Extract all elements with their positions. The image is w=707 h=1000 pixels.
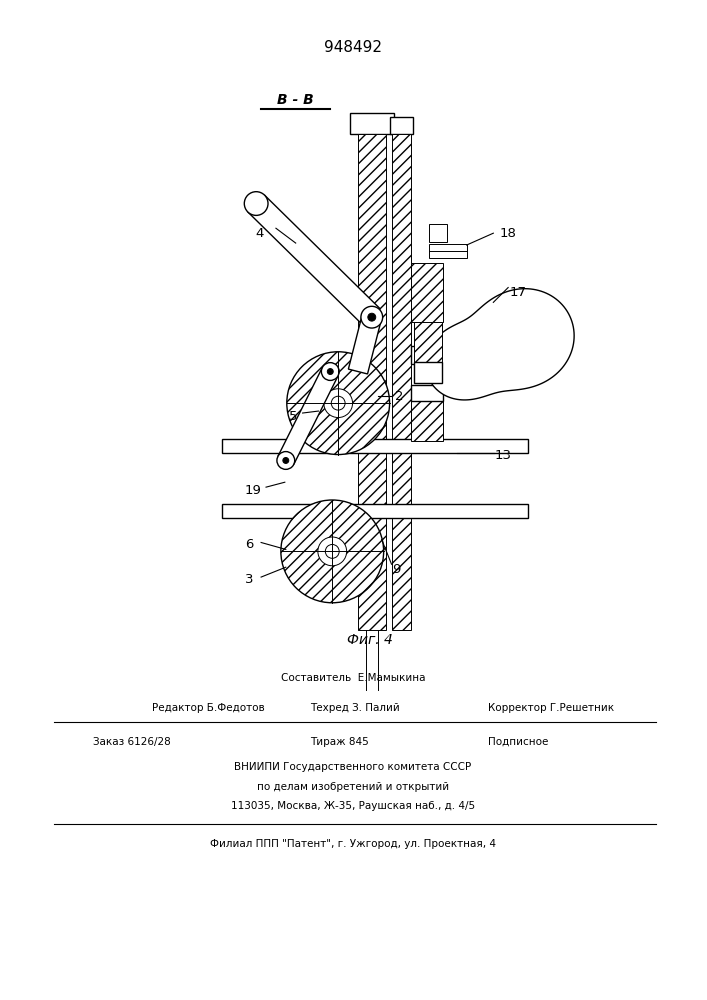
Text: B - B: B - B: [277, 93, 314, 107]
Text: Редактор Б.Федотов: Редактор Б.Федотов: [153, 703, 265, 713]
Text: 13: 13: [495, 449, 512, 462]
Text: 5: 5: [288, 410, 297, 423]
Bar: [414, 362, 442, 383]
Circle shape: [281, 500, 384, 603]
Polygon shape: [278, 368, 338, 464]
Text: Тираж 845: Тираж 845: [310, 737, 369, 747]
Text: по делам изобретений и открытий: по делам изобретений и открытий: [257, 782, 449, 792]
Circle shape: [324, 389, 353, 418]
Bar: [429, 244, 467, 258]
Circle shape: [332, 396, 345, 410]
Circle shape: [245, 192, 268, 215]
Polygon shape: [349, 315, 381, 374]
Circle shape: [318, 537, 346, 566]
Text: Составитель  Е.Мамыкина: Составитель Е.Мамыкина: [281, 673, 425, 683]
Circle shape: [322, 363, 339, 380]
Text: 3: 3: [245, 573, 254, 586]
Text: Техред З. Палий: Техред З. Палий: [310, 703, 400, 713]
Bar: [358, 134, 385, 630]
Bar: [221, 439, 528, 453]
Circle shape: [361, 306, 382, 328]
Text: 4: 4: [255, 227, 263, 240]
Text: 9: 9: [392, 563, 401, 576]
Bar: [350, 113, 394, 134]
Circle shape: [325, 544, 339, 558]
Polygon shape: [426, 289, 574, 400]
Text: ВНИИПИ Государственного комитета СССР: ВНИИПИ Государственного комитета СССР: [235, 762, 472, 772]
Polygon shape: [248, 195, 380, 326]
Text: Корректор Г.Решетник: Корректор Г.Решетник: [489, 703, 614, 713]
Text: 18: 18: [500, 227, 517, 240]
Bar: [429, 224, 447, 242]
Text: 2: 2: [395, 390, 404, 403]
Bar: [392, 134, 411, 630]
Text: Филиал ППП "Патент", г. Ужгород, ул. Проектная, 4: Филиал ППП "Патент", г. Ужгород, ул. Про…: [210, 839, 496, 849]
Text: 17: 17: [510, 286, 527, 299]
Circle shape: [368, 313, 375, 321]
Text: 113035, Москва, Ж-35, Раушская наб., д. 4/5: 113035, Москва, Ж-35, Раушская наб., д. …: [231, 801, 475, 811]
Bar: [411, 386, 443, 441]
Text: 6: 6: [245, 538, 253, 551]
Bar: [390, 117, 414, 134]
Circle shape: [287, 352, 390, 455]
Text: 948492: 948492: [324, 40, 382, 55]
Bar: [411, 346, 443, 364]
Circle shape: [327, 369, 333, 374]
Text: 19: 19: [245, 484, 262, 497]
Bar: [414, 322, 442, 362]
Bar: [411, 385, 443, 401]
Bar: [221, 504, 528, 518]
Text: Подписное: Подписное: [489, 737, 549, 747]
Text: Фиг. 4: Фиг. 4: [347, 633, 393, 647]
Bar: [411, 263, 443, 322]
Circle shape: [277, 452, 295, 469]
Text: Заказ 6126/28: Заказ 6126/28: [93, 737, 171, 747]
Circle shape: [283, 458, 288, 463]
